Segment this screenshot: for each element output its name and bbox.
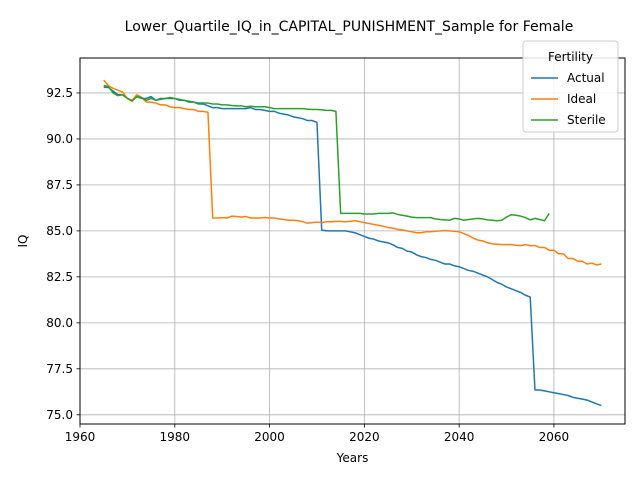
y-tick-label: 90.0 xyxy=(46,132,73,146)
plot-area-frame xyxy=(79,57,626,425)
series-line-sterile xyxy=(103,84,550,222)
legend-title: Fertility xyxy=(548,50,593,64)
x-tick-label: 1960 xyxy=(65,430,96,444)
x-tick-label: 2020 xyxy=(349,430,380,444)
series-line-actual xyxy=(103,86,602,407)
y-tick-label: 80.0 xyxy=(46,316,73,330)
legend-label-actual: Actual xyxy=(567,71,605,85)
x-axis-label: Years xyxy=(336,451,369,465)
x-tick-label: 2040 xyxy=(444,430,475,444)
y-tick-label: 82.5 xyxy=(46,270,73,284)
x-tick-label: 1980 xyxy=(160,430,191,444)
chart-title: Lower_Quartile_IQ_in_CAPITAL_PUNISHMENT_… xyxy=(125,19,574,35)
series-line-ideal xyxy=(103,79,602,266)
series-lines xyxy=(103,79,602,407)
y-tick-label: 92.5 xyxy=(46,86,73,100)
axis-ticks: 1960 1980 2000 2020 2040 2060 75.0 77.5 80.0 82.5… xyxy=(46,86,569,444)
y-tick-label: 85.0 xyxy=(46,224,73,238)
legend-box xyxy=(522,40,619,133)
y-tick-label: 77.5 xyxy=(46,362,73,376)
y-axis-label: IQ xyxy=(16,235,30,248)
y-tick-label: 87.5 xyxy=(46,178,73,192)
x-tick-label: 2000 xyxy=(254,430,285,444)
x-tick-label: 2060 xyxy=(539,430,570,444)
legend-label-ideal: Ideal xyxy=(567,92,596,106)
legend: Fertility Actual Ideal Sterile xyxy=(522,40,619,133)
y-tick-label: 75.0 xyxy=(46,408,73,422)
legend-label-sterile: Sterile xyxy=(567,113,606,127)
